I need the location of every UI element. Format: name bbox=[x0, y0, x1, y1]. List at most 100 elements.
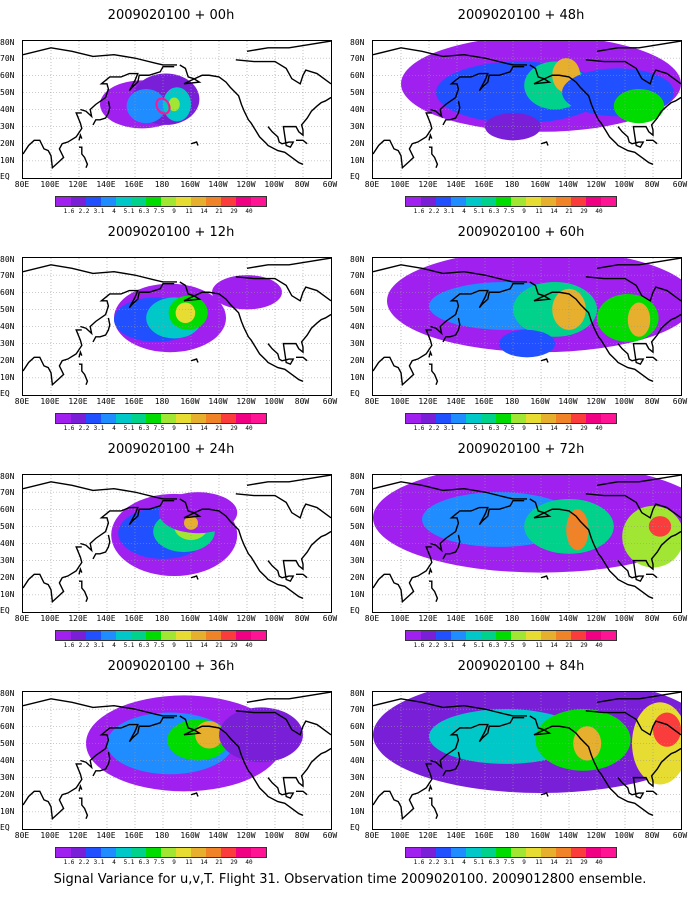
longitude-label: 160E bbox=[124, 614, 144, 623]
colorbar-tick-label: 21 bbox=[215, 642, 223, 649]
colorbar bbox=[405, 847, 617, 858]
coastline bbox=[596, 475, 681, 486]
colorbar-tick-label: 11 bbox=[535, 208, 543, 215]
colorbar-tick-label: 4 bbox=[462, 859, 466, 866]
longitude-label: 180 bbox=[154, 831, 170, 840]
longitude-label: 120W bbox=[586, 180, 606, 189]
observation-region-marker bbox=[155, 97, 171, 115]
colorbar-swatch bbox=[451, 414, 466, 423]
coastline bbox=[80, 282, 175, 336]
colorbar-tick-label: 21 bbox=[565, 859, 573, 866]
colorbar-swatch bbox=[466, 414, 481, 423]
colorbar-swatch bbox=[56, 414, 71, 423]
colorbar-swatch bbox=[71, 848, 86, 857]
latitude-label: 10N bbox=[0, 373, 15, 382]
colorbar-swatch bbox=[556, 848, 571, 857]
variance-contour bbox=[175, 302, 196, 324]
colorbar-swatch bbox=[56, 197, 71, 206]
colorbar-tick-label: 40 bbox=[245, 642, 253, 649]
colorbar-tick-label: 7.5 bbox=[503, 425, 515, 432]
colorbar-swatch bbox=[101, 197, 116, 206]
latitude-label: 50N bbox=[350, 88, 365, 97]
longitude-label: 140E bbox=[96, 614, 116, 623]
colorbar-tick-label: 2.2 bbox=[428, 425, 440, 432]
variance-contour bbox=[653, 712, 681, 747]
variance-contour bbox=[126, 88, 166, 124]
colorbar-tick-label: 9 bbox=[172, 208, 176, 215]
latitude-label: 60N bbox=[350, 288, 365, 297]
coastline bbox=[78, 133, 83, 141]
longitude-label: 80E bbox=[364, 397, 380, 406]
latitude-label: 10N bbox=[0, 590, 15, 599]
variance-contour bbox=[485, 112, 541, 141]
coastline bbox=[235, 59, 331, 85]
coastline bbox=[267, 530, 331, 583]
longitude-label: 160W bbox=[530, 397, 550, 406]
coastline bbox=[246, 41, 331, 52]
longitude-label: 160W bbox=[180, 614, 200, 623]
latitude-label: 50N bbox=[350, 522, 365, 531]
coastline bbox=[429, 146, 439, 168]
longitude-label: 140E bbox=[446, 180, 466, 189]
latitude-label: 50N bbox=[350, 739, 365, 748]
colorbar-tick-label: 11 bbox=[535, 642, 543, 649]
coastline bbox=[529, 64, 654, 165]
latitude-label: 70N bbox=[0, 54, 15, 63]
coastline bbox=[430, 499, 525, 553]
longitude-label: 60W bbox=[322, 831, 338, 840]
coastline bbox=[428, 133, 433, 141]
colorbar-swatch bbox=[116, 848, 131, 857]
colorbar-swatch bbox=[251, 848, 266, 857]
colorbar-swatch bbox=[176, 197, 191, 206]
longitude-label: 100E bbox=[390, 180, 410, 189]
colorbar-tick-label: 6.3 bbox=[138, 859, 150, 866]
colorbar-swatch bbox=[116, 414, 131, 423]
colorbar-swatch bbox=[421, 631, 436, 640]
longitude-label: 100E bbox=[40, 831, 60, 840]
latitude-label: 40N bbox=[350, 756, 365, 765]
coastline bbox=[429, 580, 439, 602]
longitude-label: 160E bbox=[474, 831, 494, 840]
colorbar-swatch bbox=[511, 848, 526, 857]
colorbar-swatch bbox=[556, 197, 571, 206]
coastline bbox=[442, 100, 461, 126]
longitude-label: 160W bbox=[530, 180, 550, 189]
longitude-label: 180 bbox=[504, 397, 520, 406]
colorbar bbox=[405, 413, 617, 424]
colorbar-tick-label: 9 bbox=[522, 208, 526, 215]
longitude-label: 160W bbox=[530, 614, 550, 623]
colorbar-swatch bbox=[101, 848, 116, 857]
colorbar-tick-label: 1.6 bbox=[63, 208, 75, 215]
colorbar-tick-label: 4 bbox=[112, 642, 116, 649]
coastline bbox=[190, 358, 199, 363]
latitude-label: 30N bbox=[0, 122, 15, 131]
colorbar-swatch bbox=[406, 197, 421, 206]
colorbar-tick-label: 7.5 bbox=[153, 859, 165, 866]
coastline bbox=[442, 534, 461, 560]
latitude-label: EQ bbox=[0, 606, 10, 615]
panel-title: 2009020100 + 60h bbox=[457, 225, 585, 240]
colorbar-swatch bbox=[556, 631, 571, 640]
latitude-label: 80N bbox=[0, 255, 15, 264]
longitude-label: 140W bbox=[558, 397, 578, 406]
colorbar-swatch bbox=[451, 848, 466, 857]
latitude-label: 60N bbox=[350, 71, 365, 80]
colorbar-tick-label: 21 bbox=[215, 425, 223, 432]
coastline bbox=[296, 573, 308, 579]
coastline bbox=[617, 96, 681, 149]
colorbar-swatch bbox=[496, 414, 511, 423]
colorbar-swatch bbox=[481, 631, 496, 640]
colorbar-swatch bbox=[116, 631, 131, 640]
colorbar-swatch bbox=[176, 631, 191, 640]
coastline bbox=[540, 792, 549, 797]
colorbar-swatch bbox=[116, 197, 131, 206]
latitude-label: 50N bbox=[0, 305, 15, 314]
colorbar-swatch bbox=[206, 197, 221, 206]
colorbar-swatch bbox=[86, 414, 101, 423]
colorbar-swatch bbox=[436, 631, 451, 640]
colorbar-swatch bbox=[586, 631, 601, 640]
latitude-label: 30N bbox=[350, 773, 365, 782]
colorbar-swatch bbox=[146, 848, 161, 857]
coastline bbox=[373, 698, 527, 717]
longitude-label: 100E bbox=[40, 397, 60, 406]
